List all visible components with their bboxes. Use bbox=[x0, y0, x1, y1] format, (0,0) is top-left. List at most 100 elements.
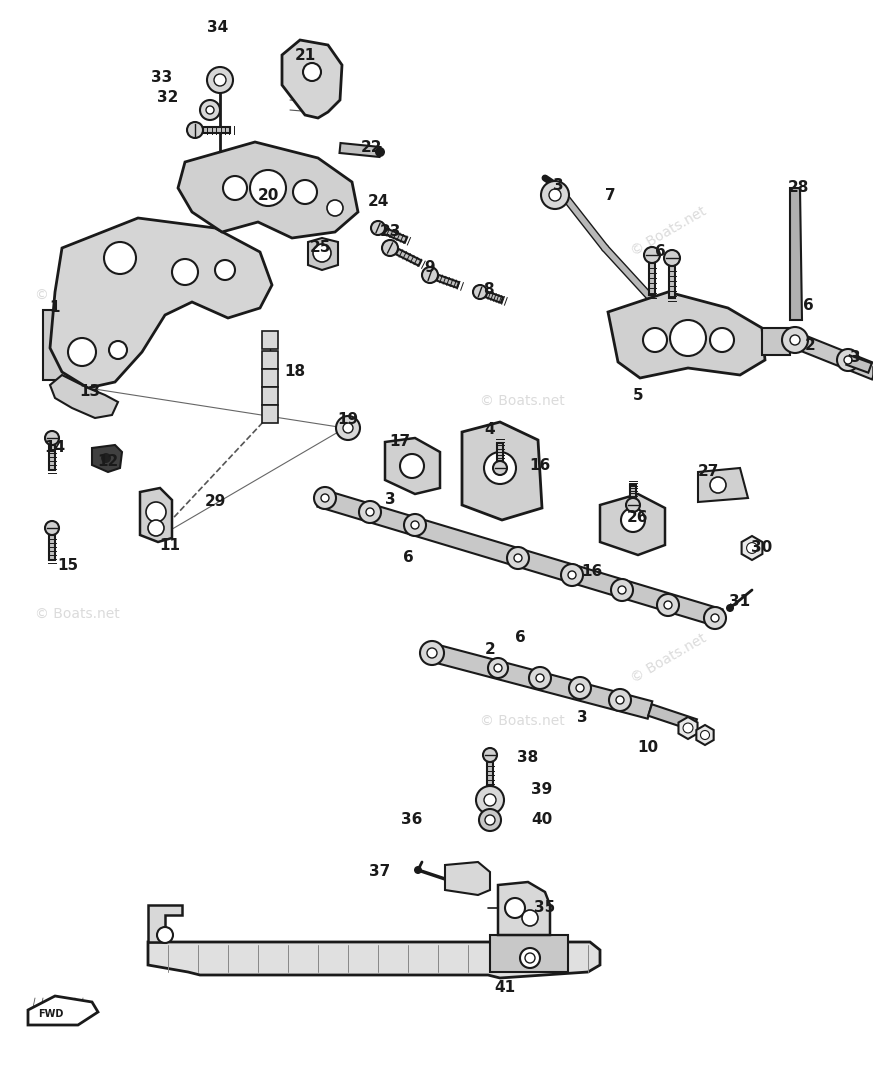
Circle shape bbox=[484, 452, 516, 484]
Text: © Boats.net: © Boats.net bbox=[629, 205, 709, 259]
Text: 40: 40 bbox=[532, 812, 553, 827]
Text: © Boats.net: © Boats.net bbox=[629, 631, 709, 685]
Polygon shape bbox=[385, 438, 440, 494]
Circle shape bbox=[726, 604, 734, 612]
Polygon shape bbox=[50, 219, 272, 388]
Circle shape bbox=[45, 431, 59, 445]
Text: 16: 16 bbox=[581, 565, 602, 580]
Text: 21: 21 bbox=[294, 48, 316, 63]
Polygon shape bbox=[262, 369, 278, 387]
Text: 2: 2 bbox=[485, 643, 495, 658]
Circle shape bbox=[250, 169, 286, 206]
Text: © Boats.net: © Boats.net bbox=[480, 714, 565, 728]
Circle shape bbox=[576, 684, 584, 692]
Circle shape bbox=[321, 494, 329, 502]
Text: 28: 28 bbox=[787, 180, 808, 195]
Circle shape bbox=[683, 723, 693, 733]
Polygon shape bbox=[600, 494, 665, 555]
Text: 3: 3 bbox=[385, 492, 395, 507]
Polygon shape bbox=[340, 143, 381, 157]
Text: 23: 23 bbox=[379, 225, 401, 240]
Text: 15: 15 bbox=[58, 558, 79, 572]
Text: 16: 16 bbox=[529, 457, 551, 472]
Polygon shape bbox=[395, 248, 422, 265]
Polygon shape bbox=[485, 292, 503, 303]
Text: 5: 5 bbox=[633, 388, 643, 403]
Text: 38: 38 bbox=[518, 750, 539, 765]
Circle shape bbox=[109, 341, 127, 359]
Circle shape bbox=[414, 866, 422, 874]
Text: 41: 41 bbox=[494, 981, 516, 996]
Circle shape bbox=[172, 259, 198, 285]
Text: 26: 26 bbox=[627, 511, 649, 526]
Circle shape bbox=[568, 571, 576, 579]
Circle shape bbox=[223, 176, 247, 200]
Circle shape bbox=[215, 260, 235, 280]
Polygon shape bbox=[487, 762, 493, 790]
Circle shape bbox=[549, 189, 561, 201]
Circle shape bbox=[200, 100, 220, 120]
Circle shape bbox=[104, 242, 136, 274]
Circle shape bbox=[68, 338, 96, 366]
Polygon shape bbox=[148, 942, 600, 978]
Circle shape bbox=[382, 240, 398, 256]
Circle shape bbox=[711, 614, 719, 621]
Polygon shape bbox=[678, 717, 698, 739]
Circle shape bbox=[148, 520, 164, 536]
Circle shape bbox=[704, 607, 726, 629]
Text: 3: 3 bbox=[553, 178, 563, 193]
Polygon shape bbox=[49, 445, 55, 470]
Text: 32: 32 bbox=[157, 91, 179, 106]
Polygon shape bbox=[28, 996, 98, 1025]
Polygon shape bbox=[308, 238, 338, 270]
Circle shape bbox=[844, 356, 852, 364]
Text: 30: 30 bbox=[752, 540, 773, 555]
Text: 3: 3 bbox=[577, 711, 588, 726]
Polygon shape bbox=[445, 862, 490, 895]
Circle shape bbox=[214, 74, 226, 86]
Circle shape bbox=[45, 521, 59, 535]
Circle shape bbox=[473, 285, 487, 298]
Polygon shape bbox=[203, 127, 230, 133]
Polygon shape bbox=[792, 333, 873, 379]
Circle shape bbox=[556, 184, 564, 192]
Text: 8: 8 bbox=[483, 282, 493, 297]
Polygon shape bbox=[262, 351, 278, 369]
Circle shape bbox=[375, 147, 385, 157]
Circle shape bbox=[541, 181, 569, 209]
Text: 37: 37 bbox=[369, 865, 390, 879]
Polygon shape bbox=[762, 328, 790, 355]
Circle shape bbox=[494, 664, 502, 672]
Polygon shape bbox=[698, 468, 748, 502]
Circle shape bbox=[336, 416, 360, 440]
Circle shape bbox=[626, 498, 640, 512]
Polygon shape bbox=[669, 266, 675, 298]
Polygon shape bbox=[50, 375, 118, 418]
Text: 1: 1 bbox=[50, 301, 60, 316]
Text: 10: 10 bbox=[637, 741, 658, 756]
Circle shape bbox=[514, 554, 522, 562]
Text: 39: 39 bbox=[532, 782, 553, 797]
Circle shape bbox=[569, 677, 591, 699]
Polygon shape bbox=[741, 536, 762, 560]
Circle shape bbox=[314, 487, 336, 508]
Polygon shape bbox=[490, 935, 568, 972]
Circle shape bbox=[657, 594, 679, 616]
Text: 22: 22 bbox=[361, 141, 382, 156]
Text: 6: 6 bbox=[514, 630, 526, 646]
Polygon shape bbox=[649, 263, 655, 295]
Circle shape bbox=[427, 648, 437, 658]
Text: 18: 18 bbox=[285, 365, 306, 379]
Circle shape bbox=[710, 477, 726, 492]
Circle shape bbox=[493, 461, 507, 475]
Text: 12: 12 bbox=[98, 454, 119, 469]
Circle shape bbox=[710, 328, 734, 352]
Circle shape bbox=[644, 247, 660, 263]
Circle shape bbox=[293, 180, 317, 204]
Text: 6: 6 bbox=[802, 297, 814, 312]
Text: 14: 14 bbox=[45, 440, 65, 455]
Circle shape bbox=[303, 63, 321, 81]
Circle shape bbox=[411, 521, 419, 529]
Circle shape bbox=[207, 67, 233, 93]
Polygon shape bbox=[428, 643, 652, 718]
